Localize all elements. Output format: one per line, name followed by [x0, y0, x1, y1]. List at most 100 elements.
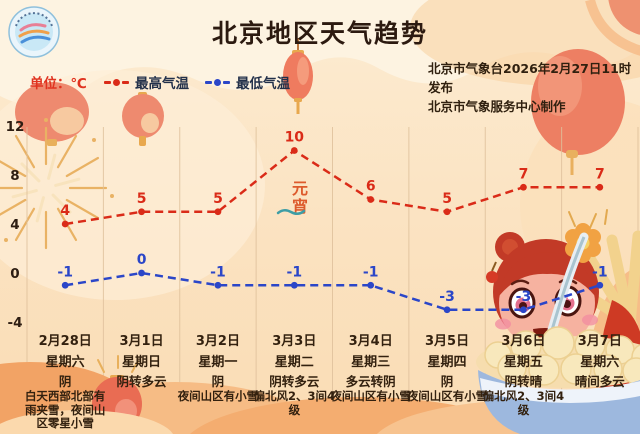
lantern-icon	[283, 38, 313, 114]
data-point-label: 5	[137, 191, 147, 207]
data-point	[596, 281, 604, 289]
data-point-label: 0	[137, 252, 147, 268]
data-point-label: 4	[60, 203, 70, 219]
issue-line-2: 北京市气象服务中心制作	[428, 99, 566, 114]
day-condition: 多云转阴	[345, 374, 396, 389]
day-condition: 晴间多云	[574, 374, 625, 389]
day-column: 3月1日星期日阴转多云	[103, 327, 179, 434]
legend-item-low: 最低气温	[205, 72, 290, 92]
day-detail: 偏北风2、3间4级	[253, 389, 336, 417]
data-point	[138, 208, 145, 216]
data-point	[290, 281, 298, 289]
data-point-label: -1	[363, 264, 379, 280]
day-detail: 白天西部北部有雨夹雪，夜间山区零星小雪	[24, 389, 106, 430]
data-point-label: -1	[57, 264, 73, 280]
high-temp-marker-icon	[104, 78, 129, 86]
day-weekday: 星期一	[198, 355, 238, 370]
corner-ring	[585, 0, 640, 56]
lantern-icon	[122, 92, 164, 146]
data-point-label: -1	[287, 264, 303, 280]
data-point	[367, 196, 375, 203]
day-weekday: 星期二	[274, 355, 314, 370]
day-condition: 阴	[440, 374, 454, 389]
data-point	[443, 306, 451, 314]
data-point-label: 5	[442, 191, 452, 207]
legend-high-label: 最高气温	[135, 76, 189, 92]
day-column: 3月3日星期二阴转多云 偏北风2、3间4级	[254, 327, 336, 434]
mascot-illustration	[476, 209, 640, 434]
day-weekday: 星期四	[427, 355, 467, 370]
day-weekday: 星期五	[503, 355, 543, 370]
day-date: 3月5日	[425, 334, 470, 349]
wave-icon	[276, 209, 306, 215]
day-condition: 阴转晴	[504, 374, 543, 389]
day-date: 3月2日	[195, 334, 240, 349]
data-point	[367, 281, 375, 289]
day-date: 3月1日	[119, 334, 164, 349]
data-point-label: 5	[213, 191, 223, 207]
day-condition: 阴	[58, 374, 72, 389]
y-tick-label: 4	[10, 217, 19, 233]
day-column: 2月28日星期六阴白天西部北部有雨夹雪，夜间山区零星小雪	[25, 327, 106, 434]
issue-line-1: 北京市气象台2026年2月27日11时发布	[428, 61, 632, 95]
page-title: 北京地区天气趋势	[211, 19, 428, 48]
data-point-label: 7	[519, 166, 529, 182]
y-tick-label: -4	[8, 315, 23, 331]
data-point-label: -1	[592, 264, 608, 280]
data-point-label: 10	[285, 130, 305, 146]
day-detail: 偏北风2、3间4级	[482, 389, 565, 417]
day-column: 3月5日星期四阴夜间山区有小雪	[407, 327, 488, 434]
day-detail: 夜间山区有小雪	[330, 389, 411, 403]
legend-item-high: 最高气温	[104, 72, 189, 92]
day-date: 3月7日	[577, 334, 622, 349]
data-point	[290, 147, 298, 154]
data-point	[214, 281, 222, 289]
data-point-label: -1	[210, 264, 226, 280]
yuanxiao-festival-stamp: 元宵	[289, 180, 308, 216]
day-detail: 夜间山区有小雪	[177, 389, 259, 403]
day-condition: 阴	[211, 374, 225, 389]
low-temp-marker-icon	[205, 78, 230, 86]
met-service-logo-icon	[8, 6, 60, 58]
tangyuan-bowl	[476, 326, 640, 434]
data-point	[61, 220, 69, 228]
y-tick-label: 0	[10, 266, 19, 282]
cloud-shape	[0, 410, 174, 434]
data-point	[520, 183, 527, 191]
day-weekday: 星期三	[351, 355, 391, 370]
day-date: 3月3日	[272, 334, 317, 349]
day-detail: 夜间山区有小雪	[406, 389, 488, 403]
unit-label: 单位：℃	[30, 76, 87, 92]
data-point	[443, 208, 451, 216]
day-weekday: 星期六	[580, 355, 620, 370]
fireworks-icon	[0, 118, 114, 250]
day-date: 3月4日	[348, 334, 393, 349]
day-column: 3月4日星期三多云转阴 夜间山区有小雪	[330, 327, 411, 434]
high-temp-line	[64, 149, 600, 226]
day-column: 3月6日 星期五 阴转晴 偏北风2、3间4级	[483, 327, 565, 434]
day-weekday: 星期六	[45, 355, 85, 370]
data-point-label: 7	[595, 166, 605, 182]
chart-legend: 最高气温 最低气温	[104, 72, 290, 92]
y-tick-label: 8	[10, 168, 19, 184]
corner-blob	[608, 0, 640, 35]
data-point	[61, 281, 69, 289]
data-point	[596, 183, 604, 191]
spark-lines	[568, 209, 608, 229]
legend-low-label: 最低气温	[236, 76, 290, 92]
day-date: 2月28日	[38, 334, 92, 349]
data-point-label: -3	[439, 289, 455, 305]
day-column: 3月2日星期一阴夜间山区有小雪	[178, 327, 259, 434]
day-condition: 阴转多云	[116, 374, 167, 389]
day-weekday: 星期日	[122, 355, 162, 370]
y-tick-label: 12	[6, 119, 25, 135]
lantern-icon	[531, 49, 625, 175]
day-condition: 阴转多云	[269, 374, 320, 389]
data-point	[138, 269, 145, 277]
issue-info: 北京市气象台2026年2月27日11时发布 北京市气象服务中心制作	[428, 59, 633, 116]
lantern-icon	[15, 82, 89, 146]
